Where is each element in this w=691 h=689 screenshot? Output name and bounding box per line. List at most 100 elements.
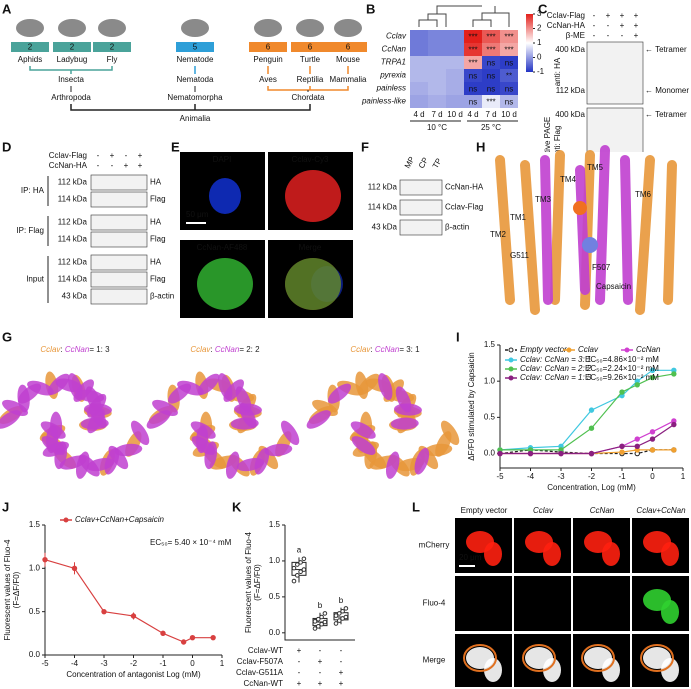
x-tick-label: -2 [588, 472, 596, 481]
point [649, 436, 656, 442]
structure-blob [197, 373, 220, 395]
x-tick-label: -2 [130, 659, 138, 668]
heat-cell [410, 95, 428, 108]
animal-icon [16, 19, 44, 37]
heat-cell [446, 30, 464, 43]
colorbar-label: 1 [537, 38, 542, 47]
panel-label: L [412, 499, 420, 514]
title-part: = 2: 2 [239, 345, 260, 354]
significance: *** [504, 46, 513, 55]
point [322, 611, 328, 616]
structure-label: TM4 [560, 175, 577, 184]
significance: ns [469, 72, 477, 81]
structure-blob [306, 410, 331, 429]
y-tick-label: 1.0 [484, 376, 496, 385]
lane-label: MP [403, 155, 417, 170]
band-label: β-actin [150, 292, 174, 301]
structure-blob [327, 383, 352, 404]
sign: + [297, 646, 302, 655]
point [588, 407, 595, 413]
taxon: Fly [107, 55, 118, 64]
blot [90, 254, 148, 271]
helix [595, 145, 610, 305]
colorbar-label: 3 [537, 9, 542, 18]
legend-marker [508, 366, 514, 372]
marker: 400 kDa [555, 45, 585, 54]
structure-label: G511 [510, 251, 530, 260]
band-label: ← Monomer [645, 86, 689, 95]
heat-cell [464, 82, 482, 95]
blot [90, 191, 148, 208]
point [316, 624, 321, 629]
y-axis-label: Fluorescent values of Fluo-4 [3, 539, 12, 640]
point [588, 425, 595, 431]
point [130, 613, 137, 619]
structure-title: Cclav: CcNan= 2: 2 [190, 345, 260, 354]
condition: CcNan-HA [49, 161, 88, 170]
point [42, 556, 48, 563]
micrograph [455, 576, 512, 631]
sign: + [110, 151, 115, 160]
significance: ns [505, 98, 513, 107]
sign: - [340, 657, 343, 666]
point [671, 447, 677, 453]
point [291, 565, 297, 571]
heat-cell [446, 69, 464, 82]
side-label: anti: HA [553, 57, 562, 86]
condition: β-ME [566, 31, 585, 40]
structure-label: TM2 [490, 230, 507, 239]
group-label: 25 °C [481, 123, 501, 132]
column-title: Cclav [533, 506, 554, 515]
title-part: Cclav [190, 345, 211, 354]
kingdom: Animalia [180, 114, 211, 123]
phylum: Nematomorpha [167, 93, 223, 102]
class: Mammalia [330, 75, 367, 84]
y-axis-label: (F=ΔF/F0) [12, 571, 21, 608]
legend-label: Empty vector [520, 345, 567, 354]
panel-label: K [232, 499, 242, 514]
point [337, 611, 342, 616]
scale-label: 20 μm [459, 553, 482, 562]
scale-label: 50 μm [186, 210, 209, 219]
condition: Cclav-Flag [49, 151, 87, 160]
count: 2 [28, 43, 33, 52]
sign: + [318, 679, 323, 688]
series-line [500, 373, 674, 451]
heat-cell [428, 43, 446, 56]
marker: 114 kDa [368, 203, 398, 212]
cell [543, 658, 561, 682]
sign: + [297, 679, 302, 688]
helix [635, 155, 655, 315]
marker: 112 kDa [556, 86, 586, 95]
condition: Cclav-WT [248, 646, 283, 655]
heat-cell [428, 30, 446, 43]
heat-cell [464, 95, 482, 108]
point [634, 382, 640, 388]
dendrogram [418, 5, 510, 27]
series-line [499, 369, 674, 451]
panel-label: H [476, 139, 485, 154]
point [619, 443, 625, 449]
point [101, 608, 107, 615]
cell [285, 258, 341, 310]
x-tick-label: 1 [220, 659, 225, 668]
group-label: IP: Flag [16, 226, 44, 235]
cell [484, 658, 502, 682]
class: Aves [259, 75, 277, 84]
row-label: TRPA1 [381, 58, 406, 67]
structure-blob [264, 443, 293, 457]
legend-label: Cclav: CcNan = 2: 2 [520, 364, 592, 373]
title-part: Cclav [40, 345, 61, 354]
sign: - [340, 646, 343, 655]
significance: ns [487, 85, 495, 94]
structure-blob [41, 436, 66, 455]
structure-blob [68, 373, 83, 401]
heat-cell [500, 69, 518, 82]
structure-label: Capsaicin [596, 282, 631, 291]
count-bar [53, 42, 91, 52]
animal-icon [181, 19, 209, 37]
cell [484, 542, 502, 566]
count: 2 [70, 43, 75, 52]
sign: - [97, 151, 100, 160]
structure-blob [440, 420, 460, 446]
